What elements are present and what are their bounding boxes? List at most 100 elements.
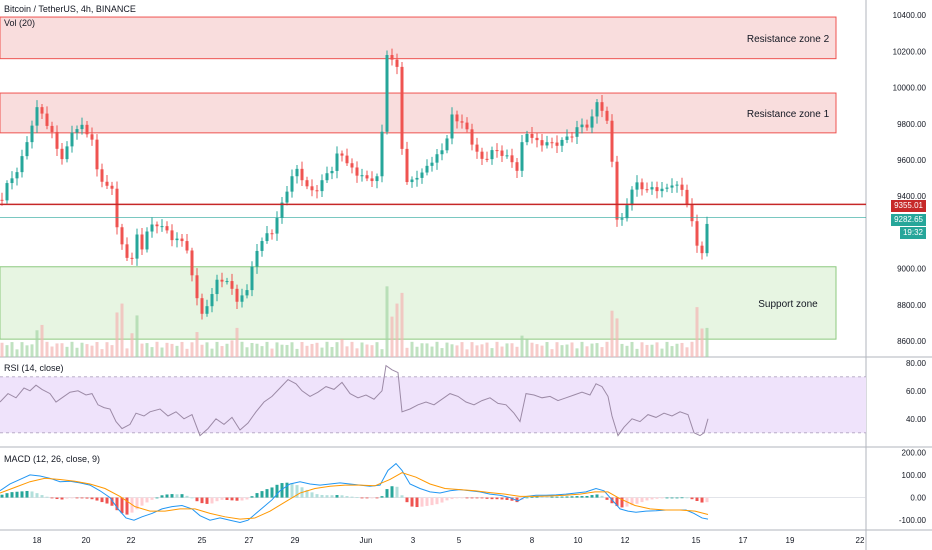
macd-histogram-bar bbox=[235, 497, 239, 501]
candle-body bbox=[400, 66, 404, 149]
macd-histogram-bar bbox=[480, 497, 484, 499]
symbol-title[interactable]: Bitcoin / TetherUS, 4h, BINANCE bbox=[4, 4, 136, 14]
macd-histogram-bar bbox=[330, 495, 334, 498]
macd-histogram-bar bbox=[530, 496, 534, 498]
volume-bar bbox=[150, 347, 154, 357]
price-tick-label: 8800.00 bbox=[897, 301, 926, 310]
volume-bar bbox=[350, 341, 354, 357]
macd-histogram-bar bbox=[495, 497, 499, 500]
volume-bar bbox=[575, 348, 579, 357]
candle-body bbox=[160, 226, 164, 228]
volume-bar bbox=[80, 342, 84, 357]
candle-body bbox=[120, 227, 124, 245]
candle-body bbox=[125, 244, 129, 258]
date-tick-label: 22 bbox=[856, 536, 865, 545]
macd-histogram-bar bbox=[145, 497, 149, 503]
candle-body bbox=[615, 161, 619, 220]
macd-histogram-bar bbox=[395, 486, 399, 498]
candle-body bbox=[10, 178, 14, 184]
macd-histogram-bar bbox=[640, 497, 644, 503]
macd-histogram-bar bbox=[345, 496, 349, 498]
macd-histogram-bar bbox=[50, 497, 54, 499]
macd-histogram-bar bbox=[500, 497, 504, 500]
candle-body bbox=[210, 294, 214, 307]
macd-histogram-bar bbox=[260, 491, 264, 498]
macd-legend[interactable]: MACD (12, 26, close, 9) bbox=[4, 454, 101, 464]
macd-histogram-bar bbox=[470, 497, 474, 499]
volume-bar bbox=[610, 310, 614, 357]
candle-body bbox=[435, 154, 439, 163]
volume-bar bbox=[130, 333, 134, 357]
volume-bar bbox=[300, 341, 304, 357]
rsi-legend[interactable]: RSI (14, close) bbox=[4, 363, 64, 373]
volume-bar bbox=[170, 343, 174, 357]
volume-bar bbox=[155, 341, 159, 357]
macd-histogram-bar bbox=[275, 484, 279, 498]
candle-body bbox=[450, 114, 454, 139]
zone-label-1: Resistance zone 1 bbox=[747, 109, 830, 120]
volume-bar bbox=[25, 345, 29, 357]
volume-bar bbox=[45, 341, 49, 357]
macd-histogram-bar bbox=[455, 497, 459, 499]
macd-histogram-bar bbox=[660, 497, 664, 499]
macd-histogram-bar bbox=[670, 497, 674, 499]
candle-body bbox=[40, 107, 44, 114]
macd-histogram-bar bbox=[540, 496, 544, 498]
candle-body bbox=[490, 150, 494, 160]
macd-histogram-bar bbox=[635, 497, 639, 504]
candle-body bbox=[325, 173, 329, 181]
volume-bar bbox=[235, 327, 239, 357]
volume-bar bbox=[630, 341, 634, 357]
macd-histogram-bar bbox=[420, 497, 424, 507]
volume-bar bbox=[285, 344, 289, 357]
rsi-tick-label: 40.00 bbox=[906, 415, 927, 424]
macd-histogram-bar bbox=[60, 497, 64, 500]
macd-histogram-bar bbox=[40, 495, 44, 498]
volume-bar bbox=[75, 347, 79, 357]
rsi-tick-label: 60.00 bbox=[906, 387, 927, 396]
macd-histogram-bar bbox=[75, 497, 79, 499]
macd-histogram-bar bbox=[265, 489, 269, 498]
macd-histogram-bar bbox=[45, 496, 49, 498]
volume-bar bbox=[295, 348, 299, 357]
candle-body bbox=[95, 139, 99, 170]
candle-body bbox=[610, 120, 614, 162]
macd-histogram-bar bbox=[685, 497, 689, 499]
candle-body bbox=[550, 142, 554, 144]
candle-body bbox=[645, 189, 649, 191]
macd-histogram-bar bbox=[5, 493, 9, 498]
macd-histogram-bar bbox=[250, 496, 254, 498]
date-tick-label: 3 bbox=[411, 536, 416, 545]
candle-body bbox=[365, 175, 369, 179]
macd-histogram-bar bbox=[400, 495, 404, 498]
macd-histogram-bar bbox=[195, 497, 199, 502]
volume-bar bbox=[15, 349, 19, 357]
candle-body bbox=[480, 151, 484, 159]
volume-bar bbox=[620, 343, 624, 357]
macd-histogram-bar bbox=[380, 496, 384, 498]
macd-histogram-bar bbox=[425, 497, 429, 506]
macd-histogram-bar bbox=[25, 490, 29, 498]
macd-histogram-bar bbox=[200, 497, 204, 504]
macd-histogram-bar bbox=[680, 497, 684, 499]
candle-body bbox=[540, 140, 544, 146]
macd-histogram-bar bbox=[0, 494, 4, 498]
candle-body bbox=[145, 231, 149, 250]
candle-body bbox=[415, 177, 419, 180]
candle-body bbox=[100, 169, 104, 182]
candle-body bbox=[265, 233, 269, 242]
volume-bar bbox=[455, 345, 459, 357]
candle-body bbox=[680, 184, 684, 190]
volume-bar bbox=[425, 343, 429, 357]
volume-legend[interactable]: Vol (20) bbox=[4, 18, 36, 28]
candle-body bbox=[50, 125, 54, 132]
macd-histogram-bar bbox=[415, 497, 419, 508]
macd-histogram-bar bbox=[165, 494, 169, 498]
date-tick-label: 22 bbox=[127, 536, 136, 545]
candle-body bbox=[25, 142, 29, 157]
candle-body bbox=[275, 218, 279, 234]
candle-body bbox=[75, 129, 79, 133]
volume-bar bbox=[430, 346, 434, 357]
volume-bar bbox=[420, 343, 424, 357]
